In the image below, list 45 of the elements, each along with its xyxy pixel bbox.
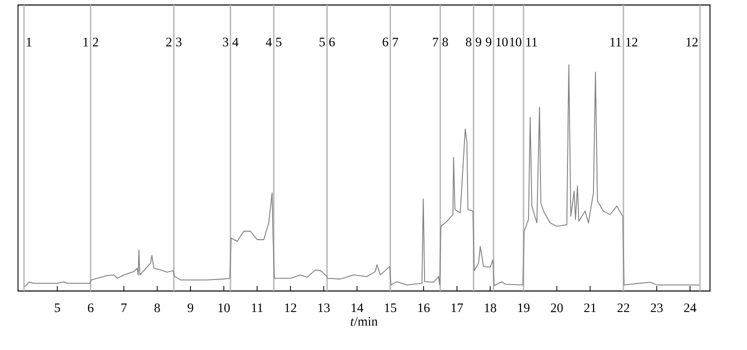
x-tick-label: 15	[384, 303, 396, 312]
x-tick-label: 22	[618, 303, 630, 312]
x-tick-label: 11	[252, 303, 263, 312]
annotation: 2	[92, 38, 98, 46]
annotation: 5	[320, 38, 325, 46]
x-tick-label: 24	[684, 303, 696, 312]
x-tick-label: 6	[88, 303, 94, 312]
x-tick-label: 16	[418, 303, 430, 312]
annotation: 1	[84, 38, 88, 46]
annotation: 7	[392, 38, 398, 46]
annotation: 1	[26, 38, 32, 46]
annotation: 5	[276, 38, 282, 46]
x-tick-label: 21	[584, 303, 596, 312]
x-tick-label: 9	[188, 303, 194, 312]
x-tick-label: 10	[218, 303, 230, 312]
x-tick-label: 17	[452, 303, 464, 312]
annotation: 2	[166, 38, 172, 46]
annotation: 6	[329, 38, 335, 46]
x-tick-label: 18	[484, 303, 496, 312]
annotation: 10	[496, 38, 508, 46]
annotation: 3	[176, 38, 182, 46]
x-tick-label: 20	[550, 303, 563, 312]
annotation: 6	[382, 38, 388, 46]
annotation: 10	[510, 38, 522, 46]
annotation: 11	[526, 38, 537, 46]
x-tick-label: 13	[318, 303, 330, 312]
annotation: 8	[442, 38, 448, 46]
annotation: 11	[610, 38, 621, 46]
annotation: 9	[476, 38, 482, 46]
x-tick-label: 5	[54, 303, 60, 312]
x-tick-label: 23	[650, 303, 663, 312]
annotation: 4	[232, 38, 238, 46]
annotation: 8	[466, 38, 472, 46]
annotation: 12	[686, 38, 698, 46]
x-tick-label: 14	[352, 303, 364, 312]
x-tick-label: 7	[122, 303, 127, 312]
x-axis-title: t/min	[350, 317, 378, 326]
x-tick-label: 12	[285, 303, 296, 312]
x-tick-label: 8	[154, 303, 160, 312]
x-tick-label: 19	[518, 303, 530, 312]
annotation: 9	[486, 38, 492, 46]
annotation: 4	[266, 38, 272, 46]
annotation: 12	[626, 38, 638, 46]
annotation: 7	[432, 38, 438, 46]
annotation: 3	[222, 38, 228, 46]
